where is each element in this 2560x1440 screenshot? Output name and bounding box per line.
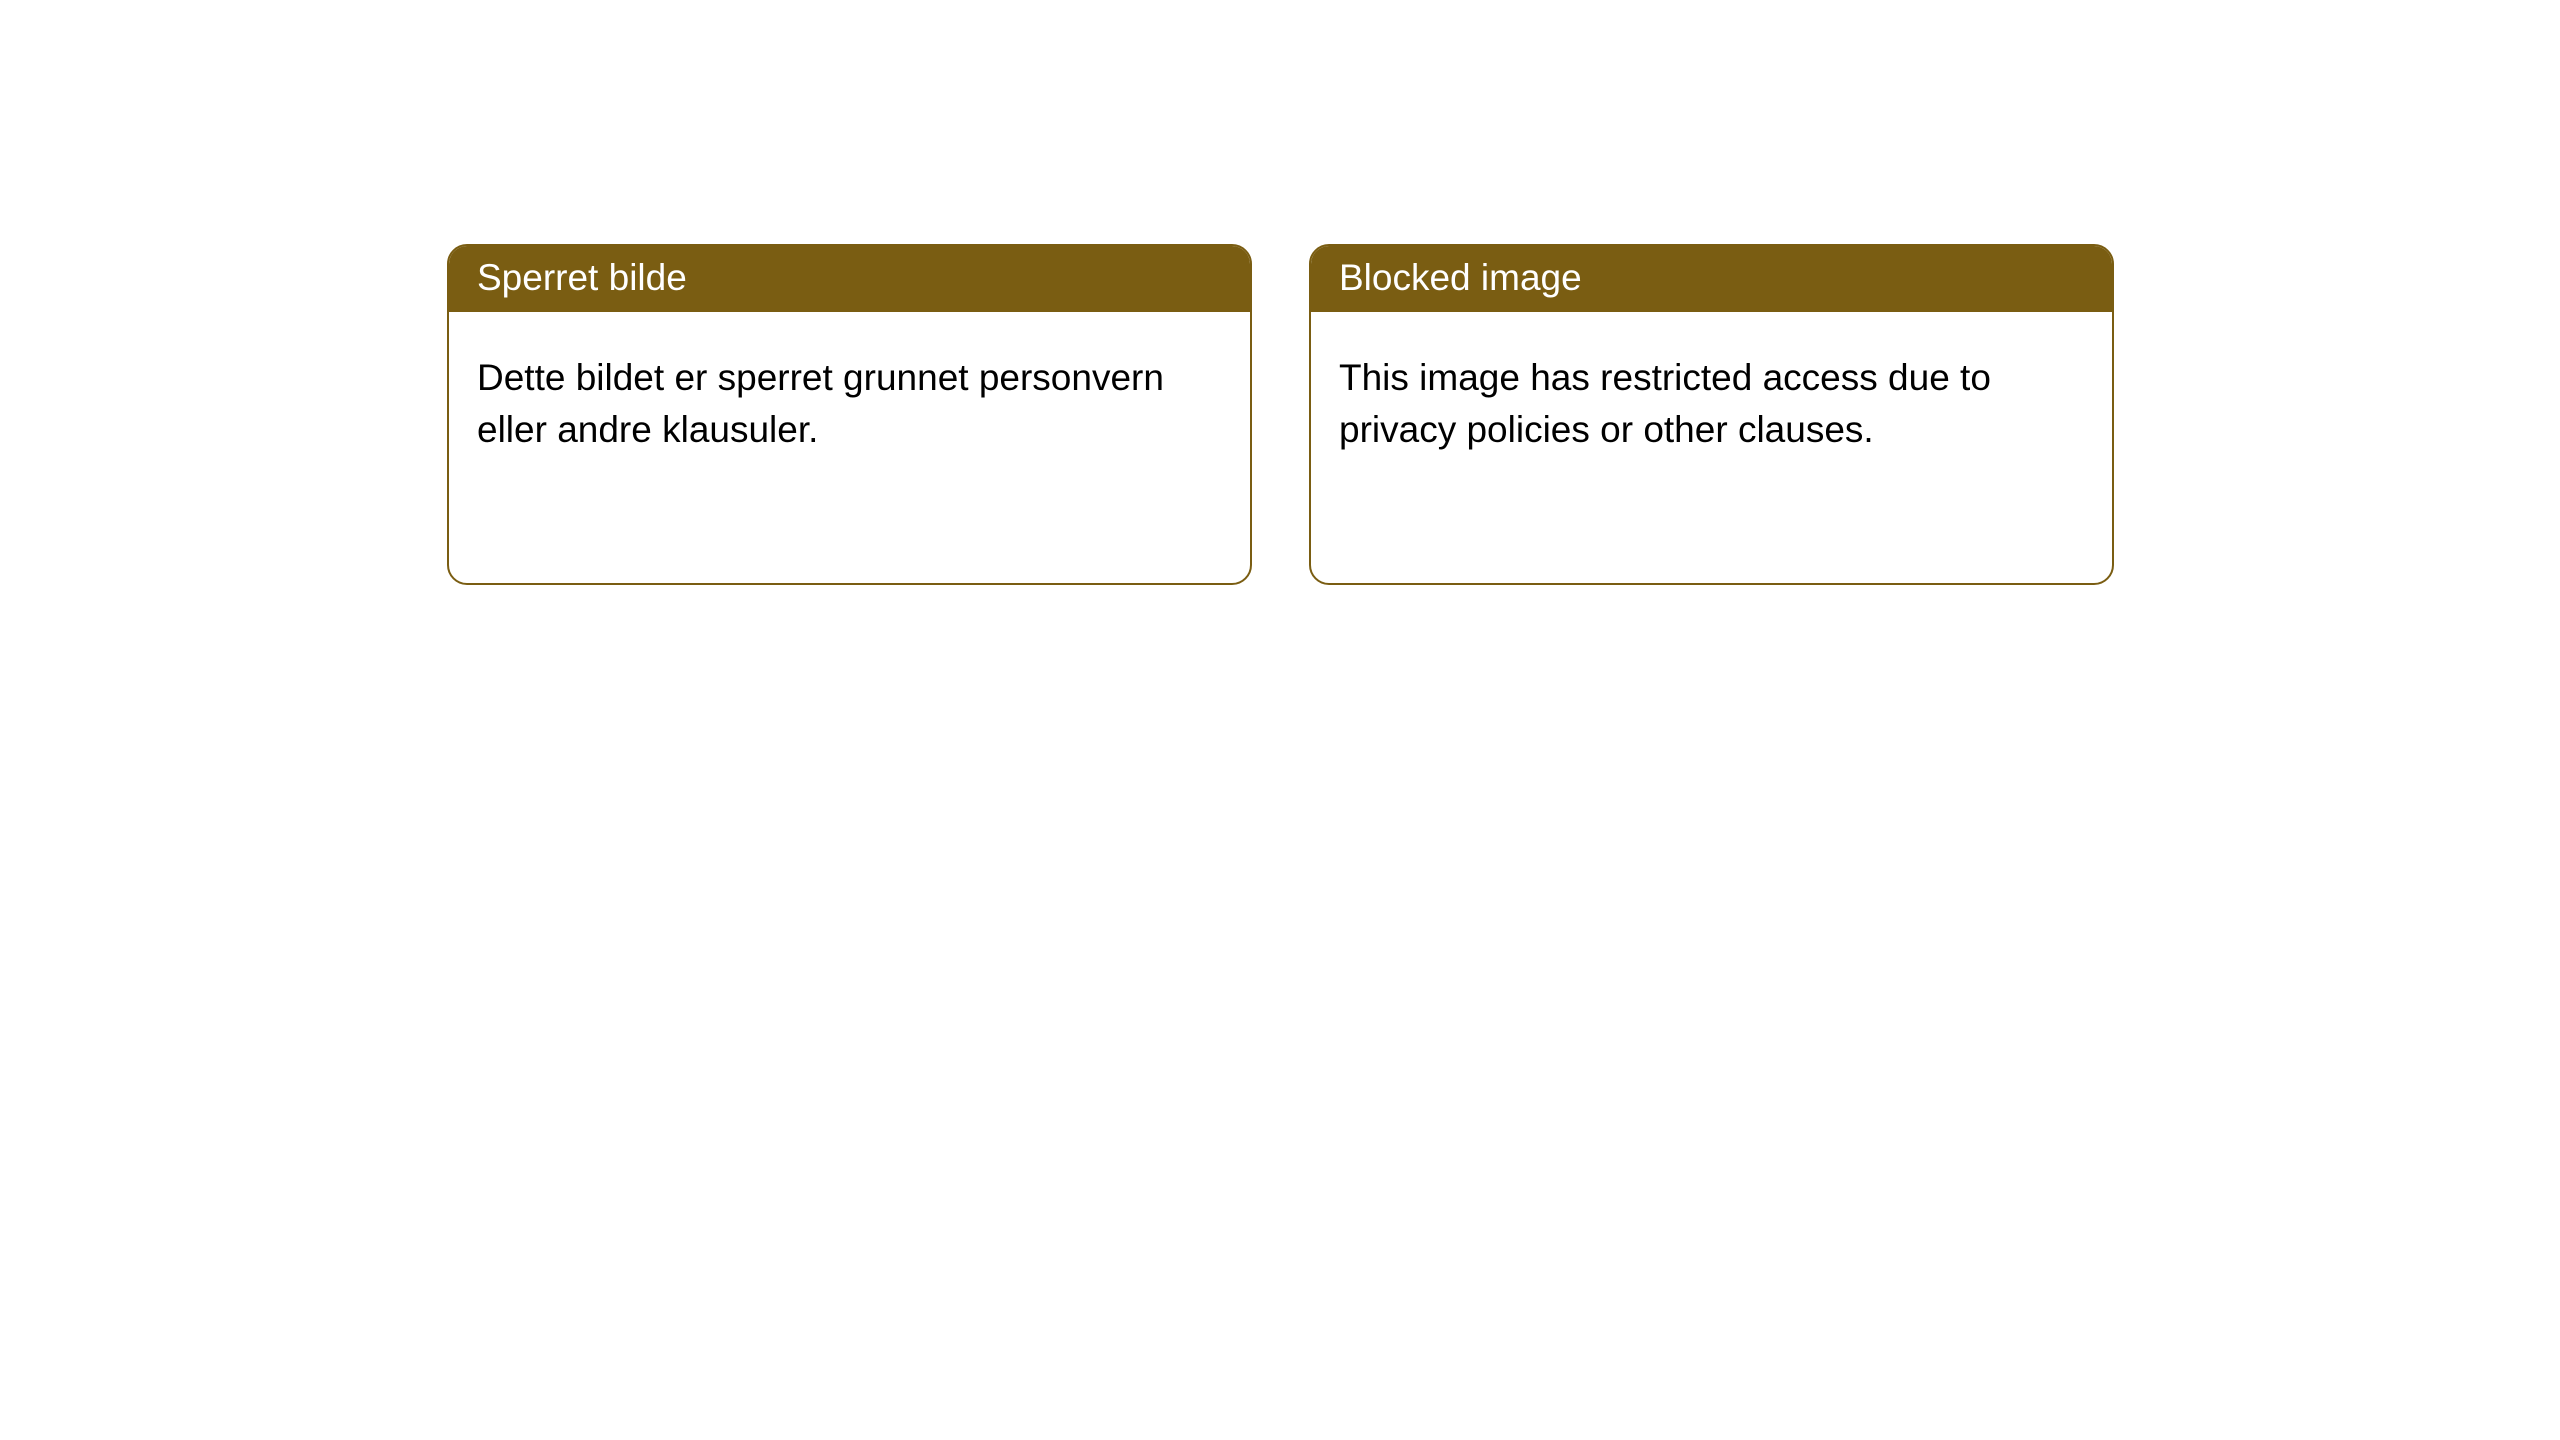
notice-card-body: This image has restricted access due to … [1311, 312, 2112, 484]
notice-card-header: Blocked image [1311, 246, 2112, 312]
notice-card-header: Sperret bilde [449, 246, 1250, 312]
notice-card-body: Dette bildet er sperret grunnet personve… [449, 312, 1250, 484]
notice-card-norwegian: Sperret bilde Dette bildet er sperret gr… [447, 244, 1252, 585]
notice-card-title: Blocked image [1339, 257, 2084, 299]
notice-card-text: This image has restricted access due to … [1339, 352, 2084, 456]
notice-card-text: Dette bildet er sperret grunnet personve… [477, 352, 1222, 456]
notice-cards-container: Sperret bilde Dette bildet er sperret gr… [447, 244, 2114, 585]
notice-card-english: Blocked image This image has restricted … [1309, 244, 2114, 585]
notice-card-title: Sperret bilde [477, 257, 1222, 299]
